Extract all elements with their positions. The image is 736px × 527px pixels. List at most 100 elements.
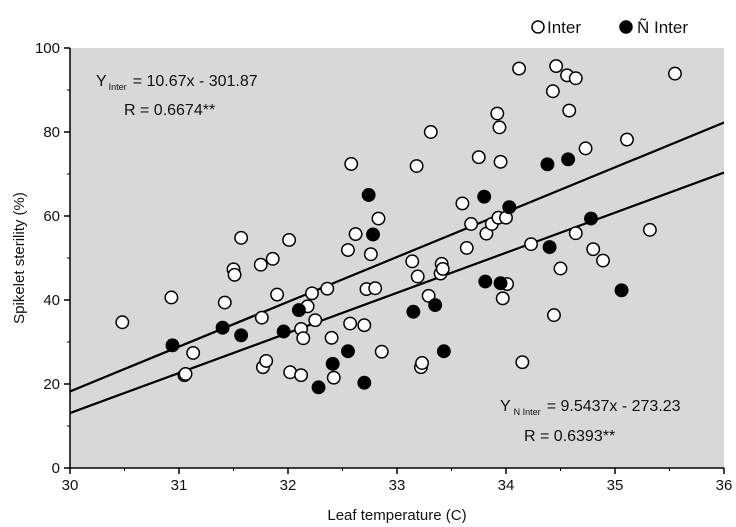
point-inter xyxy=(368,281,383,296)
x-axis-title: Leaf temperature (C) xyxy=(327,507,466,524)
y-tick-label: 20 xyxy=(43,376,60,393)
point-ninter xyxy=(542,240,557,255)
point-inter xyxy=(421,288,436,303)
point-inter xyxy=(405,254,420,269)
point-inter xyxy=(270,287,285,302)
point-ninter xyxy=(341,344,355,359)
point-ninter xyxy=(493,276,508,291)
point-inter xyxy=(464,217,479,231)
point-inter xyxy=(253,257,268,272)
point-inter xyxy=(490,106,505,121)
point-inter xyxy=(668,66,682,81)
point-inter xyxy=(455,196,470,211)
point-inter xyxy=(495,291,510,306)
point-ninter xyxy=(478,274,493,289)
point-inter xyxy=(326,370,341,385)
point-inter xyxy=(524,237,539,252)
point-inter xyxy=(348,227,363,242)
point-ninter xyxy=(614,283,629,298)
point-inter xyxy=(547,308,561,323)
x-tick-label: 31 xyxy=(171,477,188,494)
point-ninter xyxy=(584,211,598,226)
point-ninter xyxy=(502,200,517,215)
point-inter xyxy=(234,230,249,245)
x-ticks: 30 31 32 33 34 35 36 xyxy=(62,468,733,494)
point-inter xyxy=(415,356,430,370)
point-inter xyxy=(493,154,508,169)
point-ninter xyxy=(477,189,492,204)
point-ninter xyxy=(540,157,555,172)
legend-label-inter: Inter xyxy=(547,18,581,37)
y-tick-label: 40 xyxy=(43,292,60,309)
annotation-inter: Y Inter = 10.67x - 301.87 R = 0.6674** xyxy=(96,73,258,119)
point-inter xyxy=(578,141,593,156)
point-inter xyxy=(320,281,335,296)
r-value-inter: R = 0.6674** xyxy=(124,102,215,119)
point-inter xyxy=(642,222,657,237)
point-inter xyxy=(586,242,601,257)
point-inter xyxy=(343,316,358,331)
point-inter xyxy=(568,226,583,241)
r-value-ninter: R = 0.6393** xyxy=(524,428,615,445)
point-inter xyxy=(227,267,242,282)
point-inter xyxy=(115,315,130,330)
point-inter xyxy=(515,355,530,370)
point-ninter xyxy=(311,380,326,395)
point-inter xyxy=(410,269,425,284)
x-tick-label: 34 xyxy=(498,477,515,494)
legend: Inter Ñ Inter xyxy=(531,18,688,37)
legend-marker-inter xyxy=(531,20,545,34)
point-ninter xyxy=(276,324,291,339)
point-inter xyxy=(492,120,507,135)
point-ninter xyxy=(361,188,376,202)
x-tick-label: 36 xyxy=(716,477,733,494)
point-inter xyxy=(282,232,297,247)
point-inter xyxy=(305,286,319,301)
legend-label-ninter: Ñ Inter xyxy=(637,18,688,37)
point-ninter xyxy=(215,320,230,335)
point-inter xyxy=(344,156,359,171)
data-points xyxy=(115,59,682,395)
point-inter xyxy=(324,330,339,345)
y-tick-label: 80 xyxy=(43,124,60,141)
equation-inter: Y Inter = 10.67x - 301.87 xyxy=(96,73,258,92)
point-inter xyxy=(471,150,486,165)
point-inter xyxy=(596,253,610,268)
point-inter xyxy=(459,240,474,255)
point-inter xyxy=(512,61,527,76)
point-ninter xyxy=(406,304,421,319)
point-inter xyxy=(363,247,378,262)
point-inter xyxy=(620,132,634,147)
y-ticks: 0 20 40 60 80 100 xyxy=(35,40,70,477)
point-ninter xyxy=(325,356,340,371)
point-inter xyxy=(259,353,274,368)
x-tick-label: 33 xyxy=(389,477,406,494)
point-inter xyxy=(254,310,269,325)
point-inter xyxy=(265,251,280,266)
point-inter xyxy=(553,261,568,276)
point-ninter xyxy=(561,152,576,167)
point-ninter xyxy=(428,298,443,312)
point-inter xyxy=(294,368,309,383)
point-ninter xyxy=(357,375,372,390)
point-inter xyxy=(423,125,438,139)
point-inter xyxy=(371,211,386,226)
y-axis-title: Spikelet sterility (%) xyxy=(11,192,28,324)
legend-marker-ninter xyxy=(619,20,633,34)
point-ninter xyxy=(234,328,249,343)
point-inter xyxy=(217,295,232,310)
point-ninter xyxy=(366,227,380,242)
y-tick-label: 0 xyxy=(52,460,60,477)
point-inter xyxy=(374,344,389,359)
point-inter xyxy=(308,313,323,328)
point-inter xyxy=(568,71,583,86)
y-tick-label: 100 xyxy=(35,40,60,57)
point-inter xyxy=(164,290,179,305)
point-ninter xyxy=(165,338,180,353)
x-tick-label: 32 xyxy=(280,477,297,494)
point-inter xyxy=(545,84,560,99)
point-inter xyxy=(178,366,193,381)
